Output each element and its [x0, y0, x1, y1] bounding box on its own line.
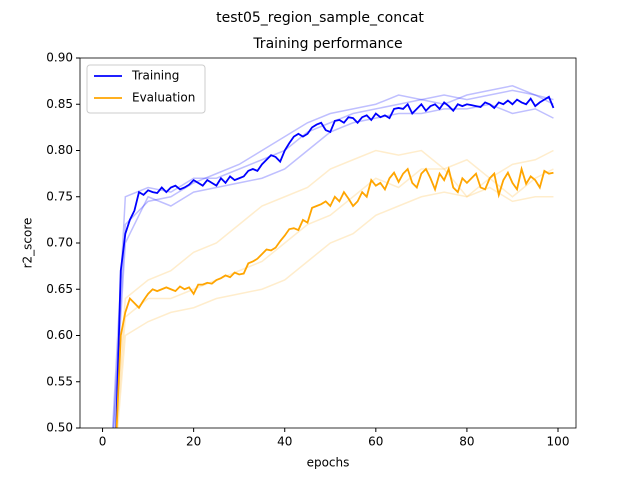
legend-label: Evaluation — [132, 91, 195, 105]
x-tick-label: 20 — [186, 435, 201, 449]
data-line — [115, 95, 555, 428]
x-tick-label: 40 — [277, 435, 292, 449]
y-tick-label: 0.70 — [46, 236, 73, 250]
data-line — [116, 186, 554, 428]
data-line — [111, 89, 554, 428]
x-tick-label: 80 — [459, 435, 474, 449]
legend-label: Training — [131, 69, 179, 83]
y-tick-label: 0.65 — [46, 282, 73, 296]
data-line — [115, 165, 554, 428]
data-line — [112, 84, 554, 428]
data-line — [116, 168, 554, 428]
y-tick-label: 0.85 — [46, 97, 73, 111]
y-tick-label: 0.75 — [46, 189, 73, 203]
data-line — [115, 149, 554, 428]
data-line — [113, 103, 554, 428]
chart-title: Training performance — [252, 36, 402, 52]
suptitle: test05_region_sample_concat — [216, 10, 424, 26]
y-tick-label: 0.50 — [46, 421, 73, 435]
x-axis-label: epochs — [307, 456, 350, 470]
plot-area — [111, 84, 555, 428]
y-tick-label: 0.90 — [46, 51, 73, 65]
x-tick-label: 60 — [368, 435, 383, 449]
y-tick-label: 0.80 — [46, 143, 73, 157]
x-tick-label: 100 — [547, 435, 570, 449]
y-tick-label: 0.60 — [46, 328, 73, 342]
axes-frame — [79, 57, 577, 429]
x-tick-label: 0 — [99, 435, 107, 449]
legend-box — [86, 64, 206, 114]
y-axis-label: r2_score — [21, 218, 35, 269]
y-tick-label: 0.55 — [46, 374, 73, 388]
